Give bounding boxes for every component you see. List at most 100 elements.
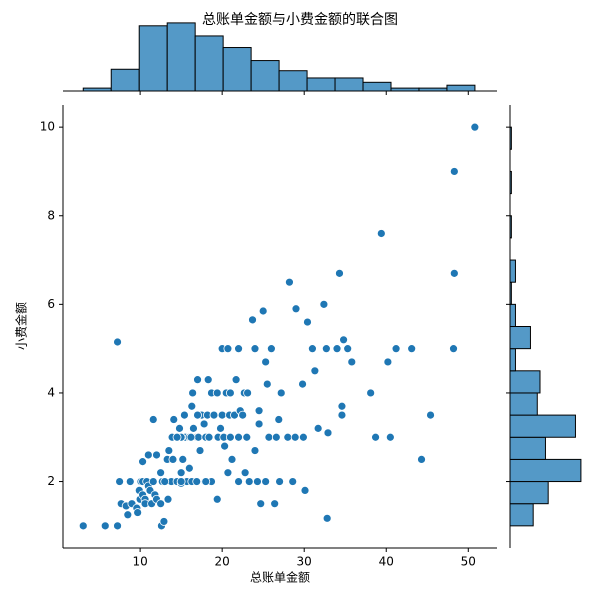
hist-bar — [110, 68, 140, 92]
hist-bar — [362, 81, 392, 92]
point — [216, 423, 225, 433]
hist-bar — [509, 281, 512, 305]
hist-bar — [138, 25, 168, 92]
point — [186, 432, 196, 442]
point — [152, 450, 161, 460]
point — [275, 477, 284, 486]
point — [285, 277, 294, 287]
point — [258, 306, 268, 316]
point — [176, 468, 186, 478]
point — [426, 410, 435, 420]
point — [291, 304, 301, 314]
point — [199, 419, 209, 429]
point — [115, 477, 125, 486]
point — [156, 499, 166, 509]
point — [335, 268, 344, 278]
hist-bar — [509, 326, 531, 350]
point — [238, 410, 248, 420]
point — [271, 432, 281, 442]
hist-bar — [509, 392, 538, 416]
hist-bar — [446, 84, 476, 92]
point — [308, 344, 317, 354]
point — [164, 446, 174, 455]
y-tick-label: 2 — [47, 474, 55, 488]
x-tick-label: 50 — [461, 555, 476, 569]
point — [193, 375, 202, 385]
point — [244, 477, 254, 486]
point — [125, 477, 135, 486]
y-tick-label: 8 — [47, 208, 55, 222]
point — [169, 415, 179, 424]
point — [248, 315, 257, 325]
y-tick-label: 6 — [47, 297, 55, 311]
point — [231, 375, 241, 385]
point — [449, 167, 459, 176]
hist-bar — [509, 414, 576, 438]
hist-bar — [509, 481, 549, 505]
point — [223, 468, 233, 478]
y-axis-label: 小费金额 — [14, 302, 29, 350]
point — [225, 432, 235, 442]
point — [225, 388, 235, 398]
hist-bar — [194, 35, 224, 92]
point — [283, 432, 293, 442]
point — [347, 357, 357, 367]
hist-bar — [509, 170, 512, 195]
hist-bar — [509, 215, 512, 239]
point — [303, 317, 312, 327]
point — [470, 122, 480, 132]
point — [143, 450, 153, 460]
point — [212, 388, 222, 398]
hist-bar — [222, 47, 252, 92]
point — [298, 379, 307, 389]
point — [343, 344, 353, 354]
hist-bar — [418, 87, 448, 92]
point — [254, 419, 264, 429]
point — [376, 229, 386, 238]
point — [138, 457, 147, 467]
point — [187, 401, 197, 411]
point — [192, 477, 202, 486]
point — [250, 446, 260, 455]
point — [234, 477, 243, 486]
chart-title: 总账单金额与小费金额的联合图 — [202, 12, 398, 28]
point — [168, 454, 178, 464]
point — [201, 477, 211, 486]
point — [385, 432, 395, 442]
point — [417, 454, 426, 464]
point — [172, 432, 182, 442]
point — [195, 446, 205, 455]
point — [234, 432, 243, 442]
point — [261, 477, 271, 486]
point — [321, 344, 331, 354]
point — [276, 388, 286, 398]
point — [337, 401, 347, 411]
point — [337, 410, 347, 420]
point — [383, 357, 393, 367]
point — [250, 344, 260, 354]
point — [319, 299, 329, 309]
point — [407, 344, 417, 354]
point — [203, 375, 213, 385]
x-tick-label: 10 — [132, 555, 147, 569]
point — [262, 379, 272, 389]
point — [242, 432, 252, 442]
point — [209, 410, 219, 420]
x-tick-label: 20 — [215, 555, 230, 569]
hist-bar — [250, 60, 280, 92]
hist-bar — [509, 503, 534, 527]
point — [323, 428, 333, 438]
point — [261, 357, 271, 367]
point — [227, 454, 237, 464]
point — [217, 410, 227, 420]
point — [264, 432, 274, 442]
point — [449, 344, 458, 354]
point — [184, 463, 194, 473]
point — [300, 486, 310, 495]
point — [78, 521, 88, 531]
point — [180, 410, 189, 420]
point — [310, 366, 320, 376]
hist-bar — [166, 22, 196, 92]
hist-bar — [334, 77, 364, 92]
